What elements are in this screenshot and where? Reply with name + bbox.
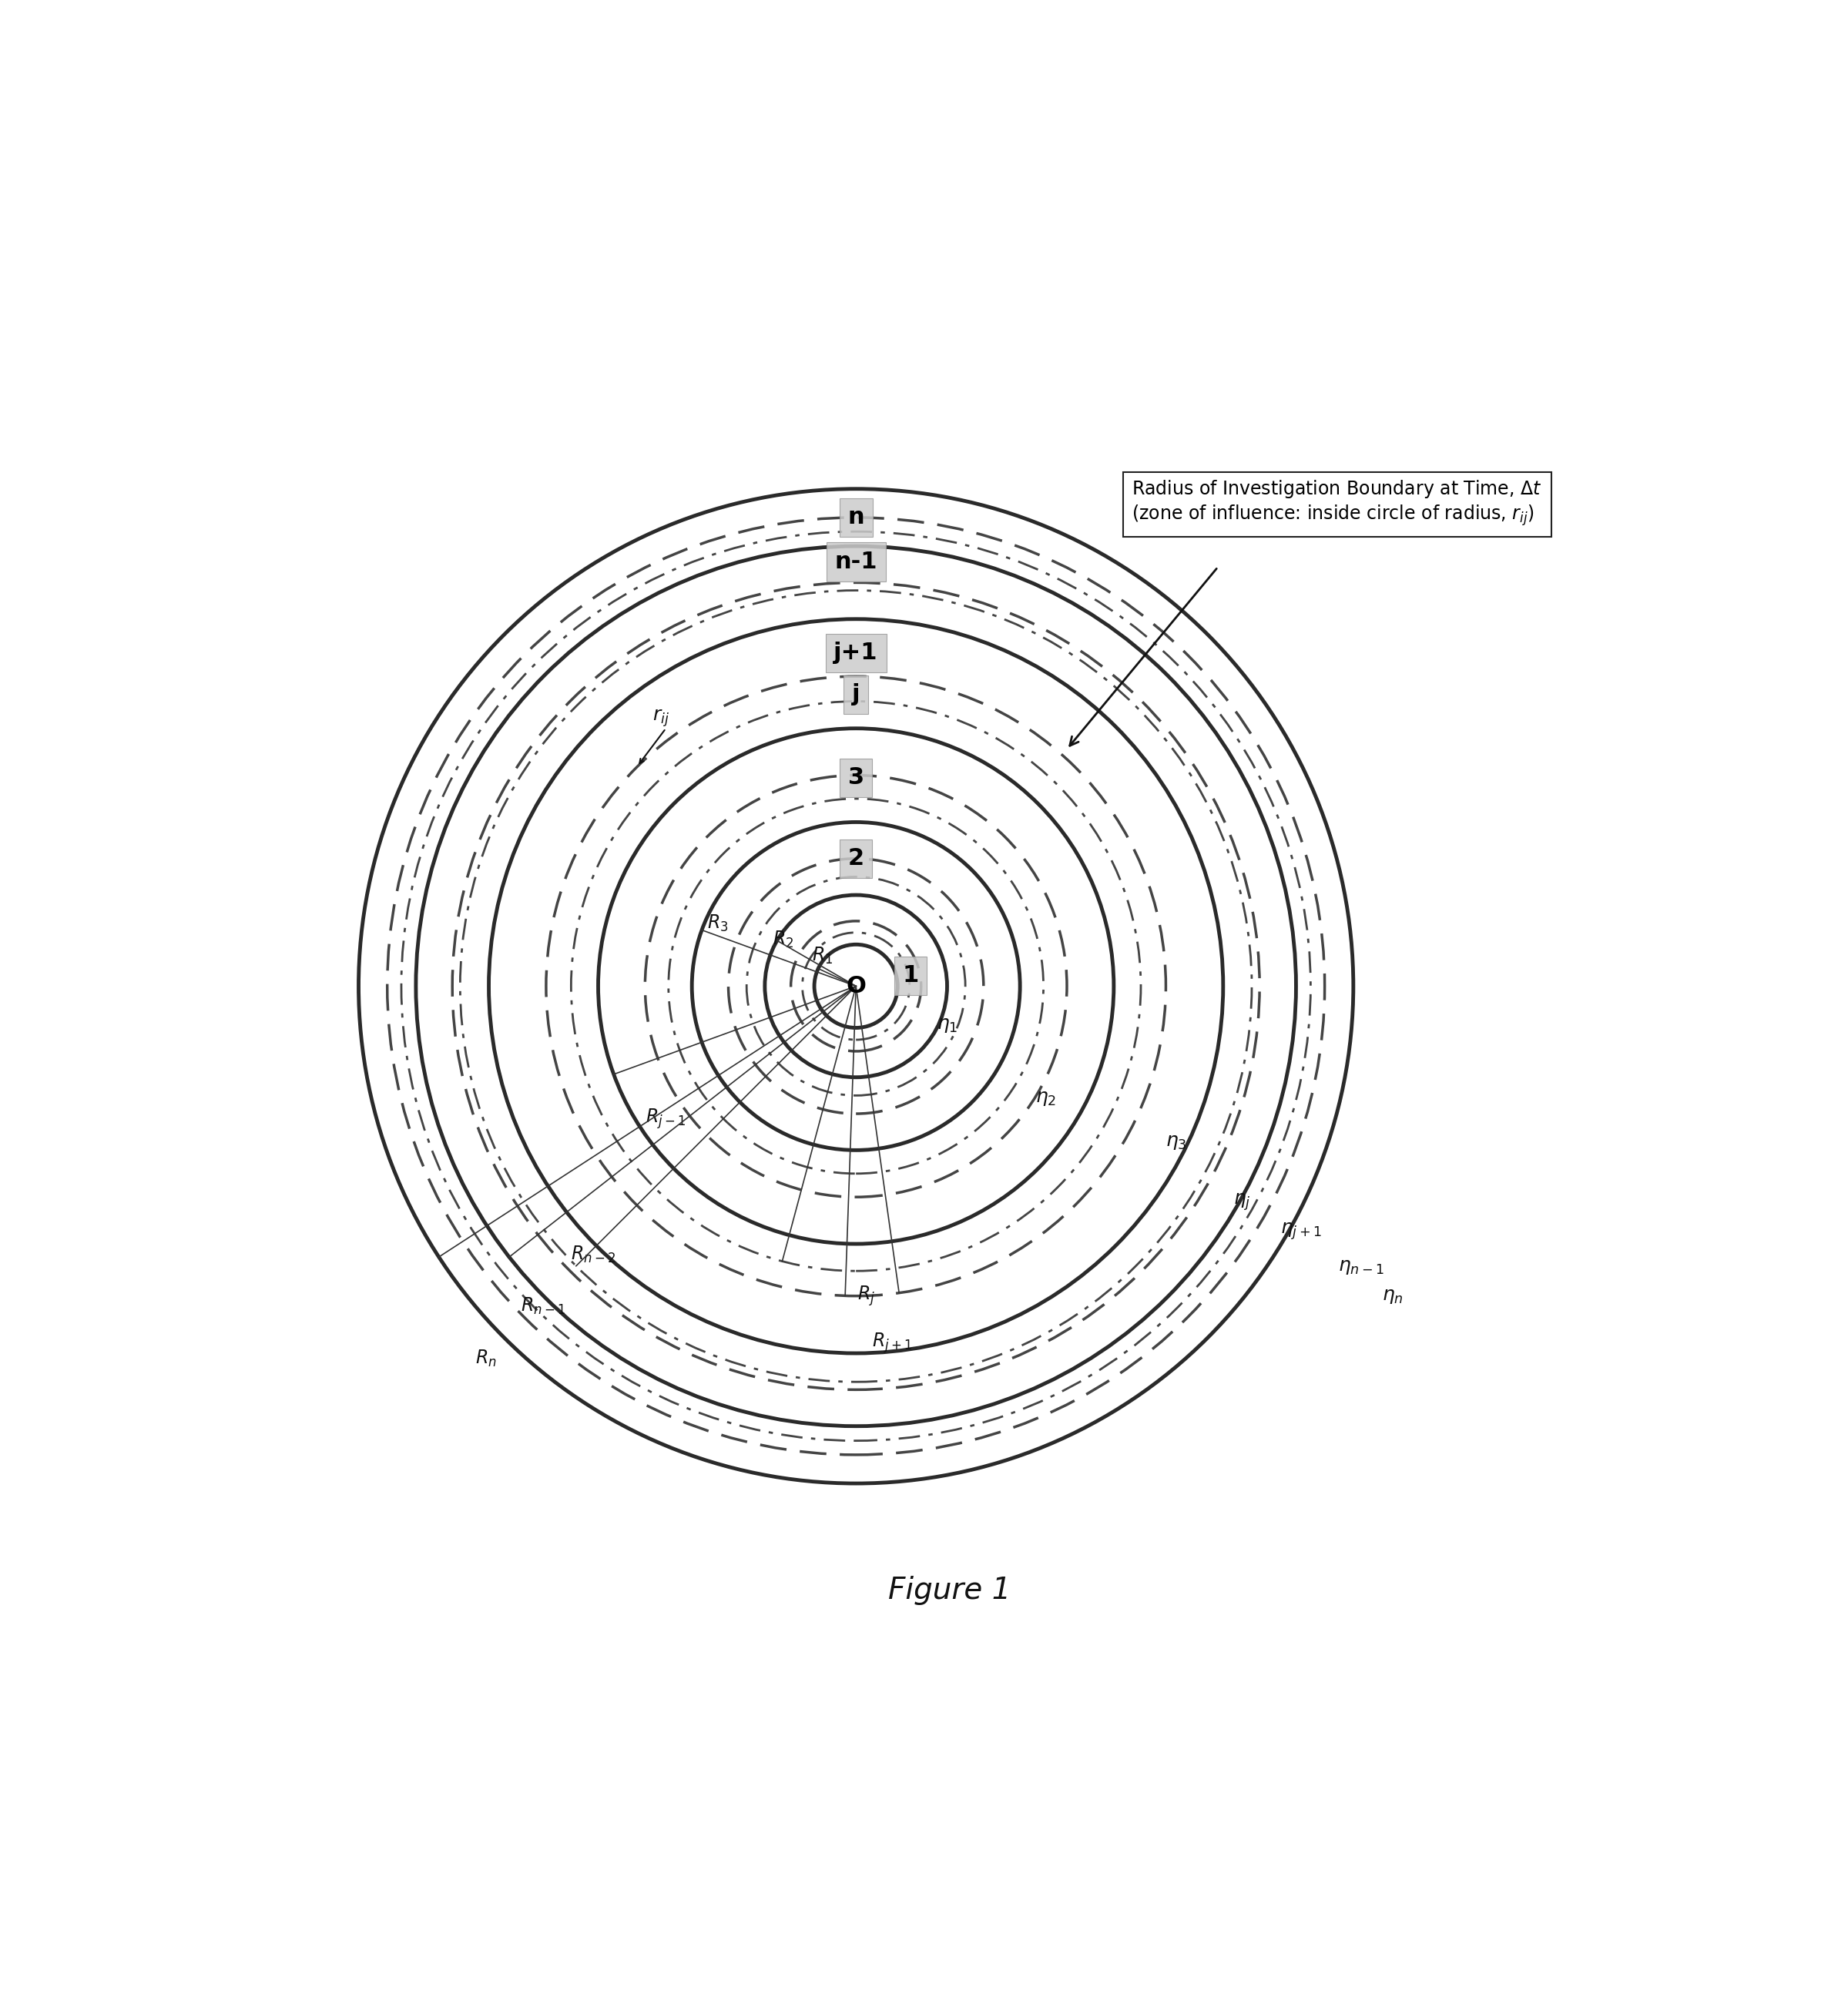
Text: $\eta_n$: $\eta_n$ <box>1382 1286 1403 1306</box>
Text: $R_j$: $R_j$ <box>857 1284 876 1308</box>
Text: 2: 2 <box>848 847 865 869</box>
Text: $\eta_1$: $\eta_1$ <box>937 1017 957 1035</box>
Text: 3: 3 <box>848 766 865 790</box>
Text: 1: 1 <box>902 965 918 987</box>
Text: $R_{n-1}$: $R_{n-1}$ <box>521 1296 565 1316</box>
Text: $R_1$: $R_1$ <box>811 945 833 965</box>
Text: $\eta_2$: $\eta_2$ <box>1035 1089 1057 1107</box>
Text: n: n <box>848 506 865 528</box>
Text: $\eta_{j+1}$: $\eta_{j+1}$ <box>1281 1220 1321 1240</box>
Text: $\eta_{n-1}$: $\eta_{n-1}$ <box>1338 1258 1384 1276</box>
Text: $R_n$: $R_n$ <box>475 1348 497 1368</box>
Text: $R_{n-2}$: $R_{n-2}$ <box>571 1244 615 1264</box>
Text: $r_{ij}$: $r_{ij}$ <box>652 708 669 728</box>
Text: $R_2$: $R_2$ <box>772 929 793 949</box>
Text: j: j <box>852 684 859 706</box>
Text: j+1: j+1 <box>833 642 878 664</box>
Text: $R_{j-1}$: $R_{j-1}$ <box>645 1107 686 1131</box>
Text: n-1: n-1 <box>835 550 878 572</box>
Text: Radius of Investigation Boundary at Time, $\Delta t$
(zone of influence: inside : Radius of Investigation Boundary at Time… <box>1133 479 1543 528</box>
Text: $R_{j+1}$: $R_{j+1}$ <box>872 1332 913 1354</box>
Text: $R_3$: $R_3$ <box>708 913 728 933</box>
Text: Figure 1: Figure 1 <box>889 1575 1011 1605</box>
Text: O: O <box>846 975 867 997</box>
Text: $\eta_3$: $\eta_3$ <box>1166 1133 1186 1153</box>
Text: $\eta_j$: $\eta_j$ <box>1234 1192 1251 1212</box>
